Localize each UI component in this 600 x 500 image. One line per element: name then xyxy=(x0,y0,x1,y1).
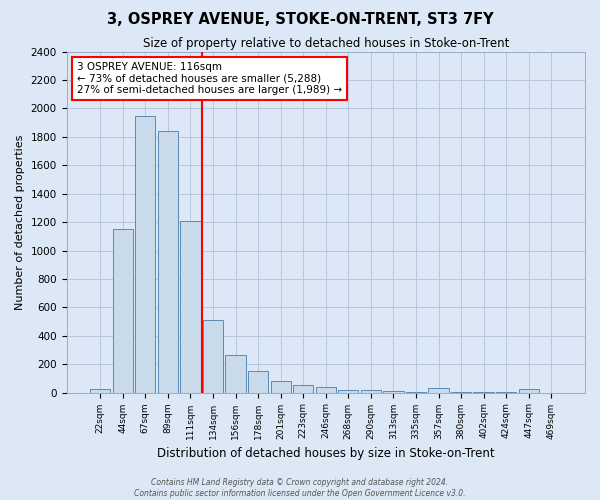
Bar xyxy=(135,116,155,392)
Title: Size of property relative to detached houses in Stoke-on-Trent: Size of property relative to detached ho… xyxy=(143,38,509,51)
Bar xyxy=(203,320,223,392)
Bar xyxy=(90,389,110,392)
Bar xyxy=(226,355,246,393)
Text: 3 OSPREY AVENUE: 116sqm
← 73% of detached houses are smaller (5,288)
27% of semi: 3 OSPREY AVENUE: 116sqm ← 73% of detache… xyxy=(77,62,342,95)
X-axis label: Distribution of detached houses by size in Stoke-on-Trent: Distribution of detached houses by size … xyxy=(157,447,494,460)
Bar xyxy=(428,388,449,392)
Bar xyxy=(271,381,291,392)
Bar xyxy=(248,370,268,392)
Text: 3, OSPREY AVENUE, STOKE-ON-TRENT, ST3 7FY: 3, OSPREY AVENUE, STOKE-ON-TRENT, ST3 7F… xyxy=(107,12,493,28)
Bar xyxy=(293,386,313,392)
Bar xyxy=(113,229,133,392)
Bar xyxy=(361,390,381,392)
Bar xyxy=(316,387,336,392)
Bar xyxy=(383,391,404,392)
Text: Contains HM Land Registry data © Crown copyright and database right 2024.
Contai: Contains HM Land Registry data © Crown c… xyxy=(134,478,466,498)
Bar xyxy=(181,220,200,392)
Bar xyxy=(518,389,539,392)
Bar xyxy=(158,131,178,392)
Y-axis label: Number of detached properties: Number of detached properties xyxy=(15,134,25,310)
Bar xyxy=(338,390,358,392)
